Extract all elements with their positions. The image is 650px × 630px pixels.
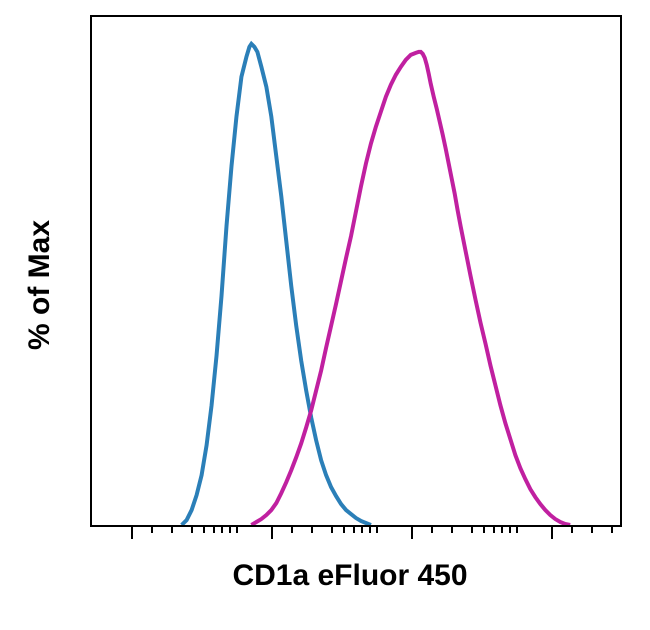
plot-area [90, 15, 620, 525]
control-curve [182, 44, 371, 525]
x-tick-minor [369, 525, 371, 533]
x-tick-minor [221, 525, 223, 533]
histogram-svg [92, 17, 620, 525]
x-tick-major [271, 525, 273, 539]
x-tick-minor [291, 525, 293, 533]
x-tick-minor [361, 525, 363, 533]
x-tick-minor [203, 525, 205, 533]
x-tick-minor [343, 525, 345, 533]
x-tick-major [411, 525, 413, 539]
x-tick-minor [376, 525, 378, 533]
x-tick-minor [353, 525, 355, 533]
x-tick-minor [213, 525, 215, 533]
x-tick-minor [431, 525, 433, 533]
x-tick-minor [493, 525, 495, 533]
x-tick-minor [311, 525, 313, 533]
x-tick-minor [509, 525, 511, 533]
x-tick-minor [516, 525, 518, 533]
x-tick-major [131, 525, 133, 539]
x-tick-major [551, 525, 553, 539]
x-tick-minor [171, 525, 173, 533]
x-axis-label: CD1a eFluor 450 [232, 559, 467, 593]
x-tick-minor [451, 525, 453, 533]
x-tick-minor [151, 525, 153, 533]
x-tick-minor [191, 525, 193, 533]
x-tick-minor [483, 525, 485, 533]
x-tick-minor [611, 525, 613, 533]
stained-curve [251, 52, 570, 525]
x-tick-minor [229, 525, 231, 533]
x-tick-minor [591, 525, 593, 533]
x-tick-minor [571, 525, 573, 533]
x-tick-minor [471, 525, 473, 533]
x-tick-minor [501, 525, 503, 533]
x-tick-minor [236, 525, 238, 533]
flow-cytometry-chart: % of Max CD1a eFluor 450 [60, 5, 640, 565]
x-tick-minor [331, 525, 333, 533]
y-axis-label: % of Max [23, 220, 57, 350]
